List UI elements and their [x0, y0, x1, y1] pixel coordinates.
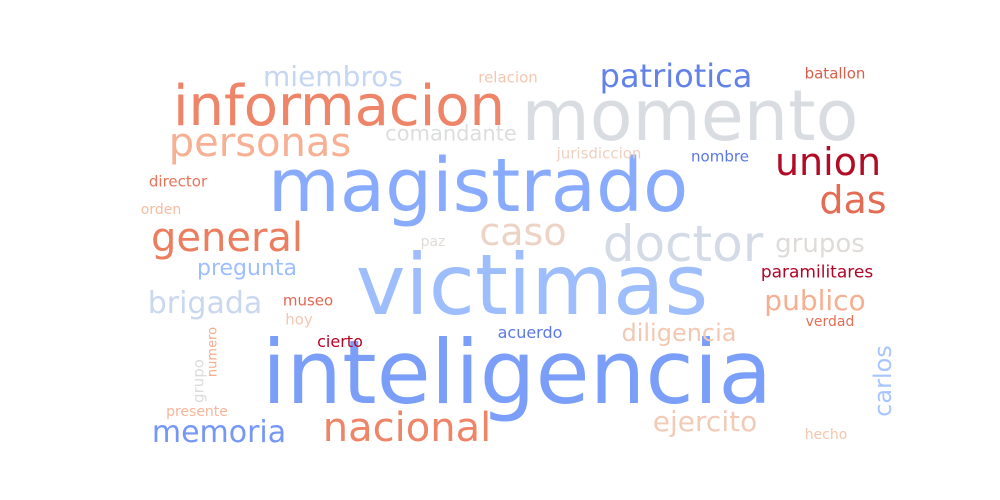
word-personas: personas [168, 120, 352, 166]
word-comandante: comandante [385, 121, 517, 146]
word-jurisdiccion: jurisdiccion [556, 144, 642, 163]
word-union: union [774, 140, 882, 184]
word-informacion: informacion [172, 74, 506, 139]
word-publico: publico [764, 284, 866, 317]
word-verdad: verdad [805, 314, 855, 330]
word-paz: paz [420, 234, 446, 250]
word-inteligencia: inteligencia [261, 321, 773, 424]
word-ejercito: ejercito [652, 405, 758, 438]
word-pregunta: pregunta [196, 256, 298, 281]
word-doctor: doctor [602, 215, 764, 273]
word-victimas: victimas [355, 236, 709, 334]
word-hoy: hoy [285, 310, 313, 329]
word-momento: momento [521, 75, 859, 157]
word-paramilitares: paramilitares [760, 262, 874, 283]
word-museo: museo [282, 291, 334, 310]
word-presente: presente [166, 404, 228, 420]
word-patriotica: patriotica [599, 57, 753, 95]
word-das: das [819, 178, 887, 222]
word-diligencia: diligencia [621, 319, 737, 347]
word-memoria: memoria [151, 415, 287, 450]
word-relacion: relacion [478, 68, 538, 87]
word-director: director [148, 172, 208, 191]
word-nombre: nombre [691, 147, 749, 166]
word-hecho: hecho [804, 427, 848, 443]
word-batallon: batallon [804, 64, 866, 83]
word-magistrado: magistrado [267, 143, 689, 229]
word-cierto: cierto [317, 332, 363, 351]
word-grupo: grupo [189, 359, 208, 403]
word-brigada: brigada [147, 286, 263, 321]
word-grupos: grupos [775, 229, 865, 259]
word-nacional: nacional [322, 405, 492, 451]
word-acuerdo: acuerdo [497, 323, 563, 342]
word-numero: numero [205, 326, 221, 378]
word-carlos: carlos [869, 345, 897, 417]
word-orden: orden [140, 202, 182, 218]
word-miembros: miembros [263, 60, 403, 93]
word-caso: caso [479, 210, 567, 254]
word-general: general [150, 215, 304, 261]
